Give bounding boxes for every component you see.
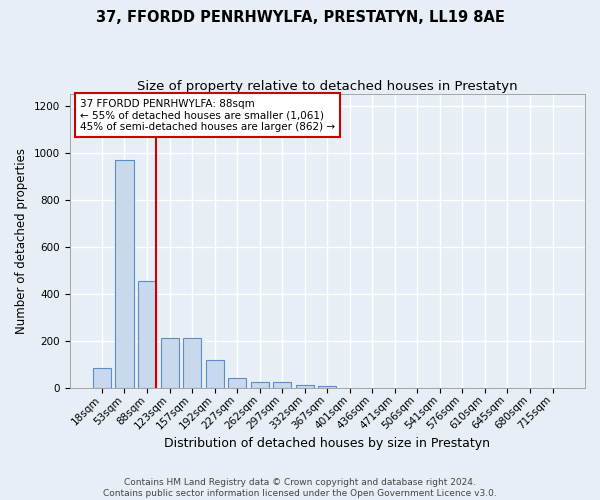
Bar bbox=[206, 360, 224, 388]
Bar bbox=[183, 338, 201, 388]
Bar bbox=[251, 382, 269, 388]
Text: 37, FFORDD PENRHWYLFA, PRESTATYN, LL19 8AE: 37, FFORDD PENRHWYLFA, PRESTATYN, LL19 8… bbox=[95, 10, 505, 25]
X-axis label: Distribution of detached houses by size in Prestatyn: Distribution of detached houses by size … bbox=[164, 437, 490, 450]
Bar bbox=[273, 382, 291, 388]
Bar bbox=[138, 282, 156, 389]
Bar bbox=[228, 378, 246, 388]
Title: Size of property relative to detached houses in Prestatyn: Size of property relative to detached ho… bbox=[137, 80, 518, 93]
Bar bbox=[318, 386, 336, 388]
Bar bbox=[161, 338, 179, 388]
Bar bbox=[93, 368, 111, 388]
Bar bbox=[296, 385, 314, 388]
Y-axis label: Number of detached properties: Number of detached properties bbox=[15, 148, 28, 334]
Text: 37 FFORDD PENRHWYLFA: 88sqm
← 55% of detached houses are smaller (1,061)
45% of : 37 FFORDD PENRHWYLFA: 88sqm ← 55% of det… bbox=[80, 98, 335, 132]
Text: Contains HM Land Registry data © Crown copyright and database right 2024.
Contai: Contains HM Land Registry data © Crown c… bbox=[103, 478, 497, 498]
Bar bbox=[115, 160, 134, 388]
